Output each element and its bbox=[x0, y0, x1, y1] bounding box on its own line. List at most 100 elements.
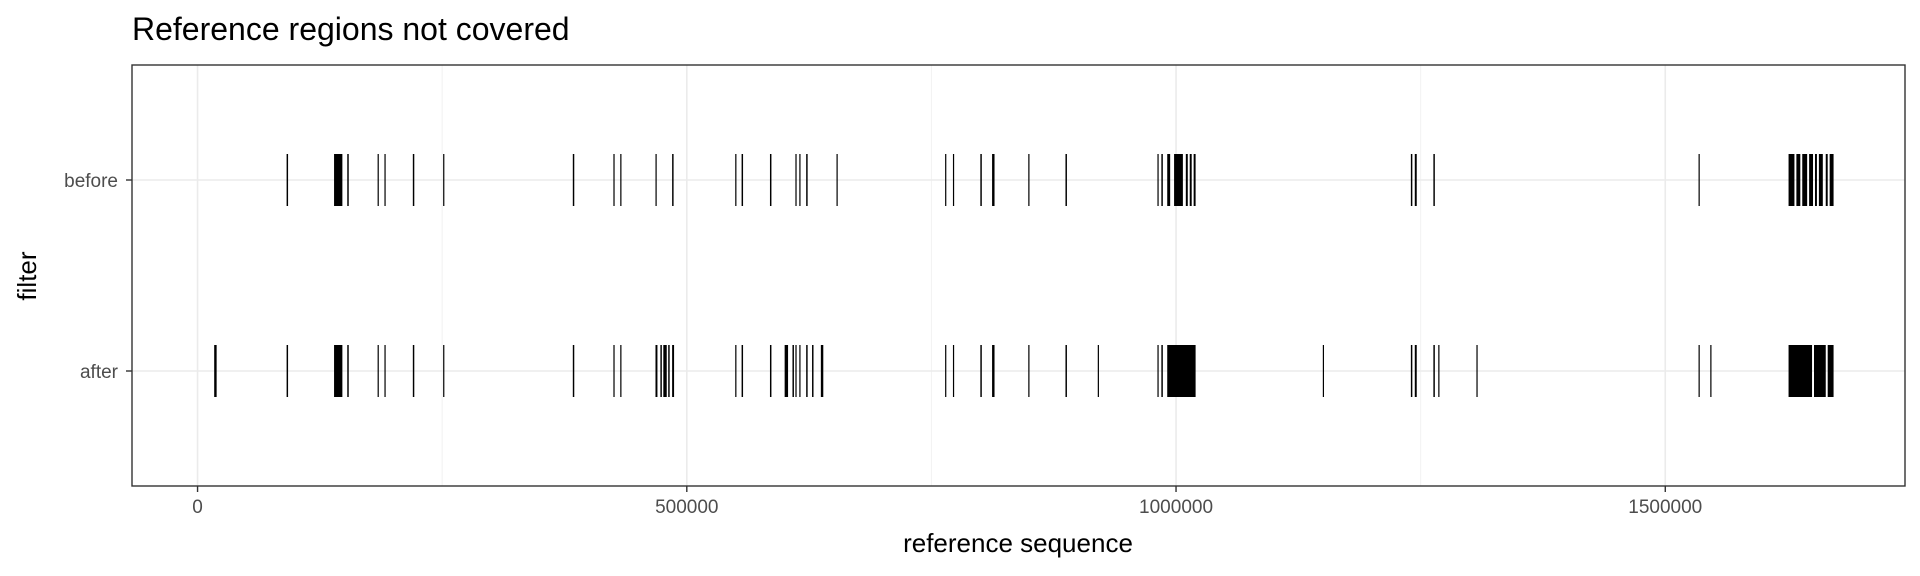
gap-after-30 bbox=[1028, 345, 1030, 397]
gap-after-42 bbox=[1698, 345, 1700, 397]
gridlines bbox=[132, 65, 1905, 486]
gap-after-8 bbox=[572, 345, 575, 397]
gap-after-4 bbox=[377, 345, 379, 397]
gap-after-11 bbox=[655, 345, 658, 397]
gap-before-17 bbox=[806, 154, 808, 206]
y-axis-title: filter bbox=[12, 251, 42, 300]
gap-before-21 bbox=[980, 154, 982, 206]
gap-after-29 bbox=[992, 345, 995, 397]
gap-before-39 bbox=[1809, 154, 1814, 206]
gap-before-20 bbox=[952, 154, 955, 206]
gap-after-27 bbox=[952, 345, 955, 397]
gap-after-0 bbox=[214, 345, 217, 397]
gap-before-0 bbox=[286, 154, 289, 206]
gap-after-17 bbox=[741, 345, 744, 397]
gap-after-45 bbox=[1814, 345, 1826, 397]
plot-border bbox=[131, 64, 1906, 487]
gap-before-38 bbox=[1802, 154, 1808, 206]
gap-before-4 bbox=[384, 154, 386, 206]
x-axis-title: reference sequence bbox=[903, 528, 1133, 558]
x-tick-label-1: 500000 bbox=[655, 497, 718, 518]
gap-before-14 bbox=[769, 154, 772, 206]
gap-before-18 bbox=[836, 154, 838, 206]
chart-title: Reference regions not covered bbox=[132, 11, 570, 47]
gap-before-23 bbox=[1028, 154, 1030, 206]
gap-after-33 bbox=[1157, 345, 1159, 397]
gap-after-32 bbox=[1097, 345, 1099, 397]
gap-after-40 bbox=[1438, 345, 1440, 397]
gap-after-25 bbox=[820, 345, 824, 397]
gap-after-35 bbox=[1167, 345, 1196, 397]
gap-before-42 bbox=[1825, 154, 1828, 206]
gap-before-31 bbox=[1193, 154, 1196, 206]
gap-before-15 bbox=[795, 154, 797, 206]
gap-before-25 bbox=[1157, 154, 1159, 206]
gap-after-24 bbox=[812, 345, 814, 397]
gap-after-46 bbox=[1827, 345, 1834, 397]
gap-before-7 bbox=[572, 154, 575, 206]
gap-after-14 bbox=[668, 345, 670, 397]
gap-before-22 bbox=[992, 154, 995, 206]
gap-after-6 bbox=[412, 345, 415, 397]
gap-before-40 bbox=[1814, 154, 1817, 206]
gap-before-1 bbox=[334, 154, 343, 206]
gap-before-5 bbox=[412, 154, 415, 206]
gap-before-30 bbox=[1189, 154, 1192, 206]
gap-after-15 bbox=[672, 345, 675, 397]
gap-before-3 bbox=[377, 154, 379, 206]
gap-after-19 bbox=[784, 345, 789, 397]
gap-before-8 bbox=[613, 154, 615, 206]
gap-after-3 bbox=[347, 345, 349, 397]
gap-after-39 bbox=[1433, 345, 1435, 397]
gap-before-19 bbox=[945, 154, 947, 206]
gap-after-10 bbox=[620, 345, 622, 397]
gap-before-6 bbox=[443, 154, 445, 206]
x-tick-label-2: 1000000 bbox=[1139, 497, 1213, 518]
gap-after-18 bbox=[769, 345, 772, 397]
gap-before-41 bbox=[1818, 154, 1823, 206]
gap-after-2 bbox=[334, 345, 343, 397]
gap-before-36 bbox=[1788, 154, 1795, 206]
gap-after-34 bbox=[1161, 345, 1163, 397]
gap-before-10 bbox=[655, 154, 657, 206]
gap-after-31 bbox=[1065, 345, 1067, 397]
x-axis: 0 500000 1000000 1500000 bbox=[192, 486, 1702, 518]
gap-before-13 bbox=[741, 154, 744, 206]
gap-after-9 bbox=[613, 345, 615, 397]
gap-before-35 bbox=[1698, 154, 1700, 206]
gap-after-7 bbox=[443, 345, 445, 397]
y-tick-label-before: before bbox=[64, 171, 118, 192]
gap-before-34 bbox=[1433, 154, 1435, 206]
gap-before-43 bbox=[1829, 154, 1834, 206]
plot-background bbox=[132, 65, 1905, 486]
gap-after-21 bbox=[795, 345, 797, 397]
gap-after-23 bbox=[806, 345, 808, 397]
gap-after-12 bbox=[660, 345, 662, 397]
gap-before-28 bbox=[1174, 154, 1183, 206]
gap-after-28 bbox=[980, 345, 982, 397]
gap-before-11 bbox=[672, 154, 674, 206]
gap-after-16 bbox=[735, 345, 737, 397]
gap-after-13 bbox=[663, 345, 667, 397]
gap-before-2 bbox=[347, 154, 349, 206]
y-tick-label-after: after bbox=[80, 362, 119, 383]
gap-after-22 bbox=[799, 345, 801, 397]
gap-before-33 bbox=[1414, 154, 1417, 206]
gap-before-27 bbox=[1167, 154, 1171, 206]
gap-after-36 bbox=[1322, 345, 1325, 397]
gap-before-16 bbox=[799, 154, 801, 206]
gap-before-37 bbox=[1796, 154, 1801, 206]
gap-before-32 bbox=[1410, 154, 1413, 206]
gap-after-38 bbox=[1414, 345, 1417, 397]
gap-before-24 bbox=[1065, 154, 1067, 206]
x-tick-label-0: 0 bbox=[192, 497, 203, 518]
gap-after-43 bbox=[1710, 345, 1712, 397]
gap-after-37 bbox=[1410, 345, 1413, 397]
coverage-gaps bbox=[214, 154, 1834, 397]
gap-after-26 bbox=[945, 345, 947, 397]
gap-after-41 bbox=[1476, 345, 1478, 397]
gap-after-5 bbox=[384, 345, 386, 397]
gap-before-26 bbox=[1161, 154, 1163, 206]
gap-before-29 bbox=[1185, 154, 1188, 206]
